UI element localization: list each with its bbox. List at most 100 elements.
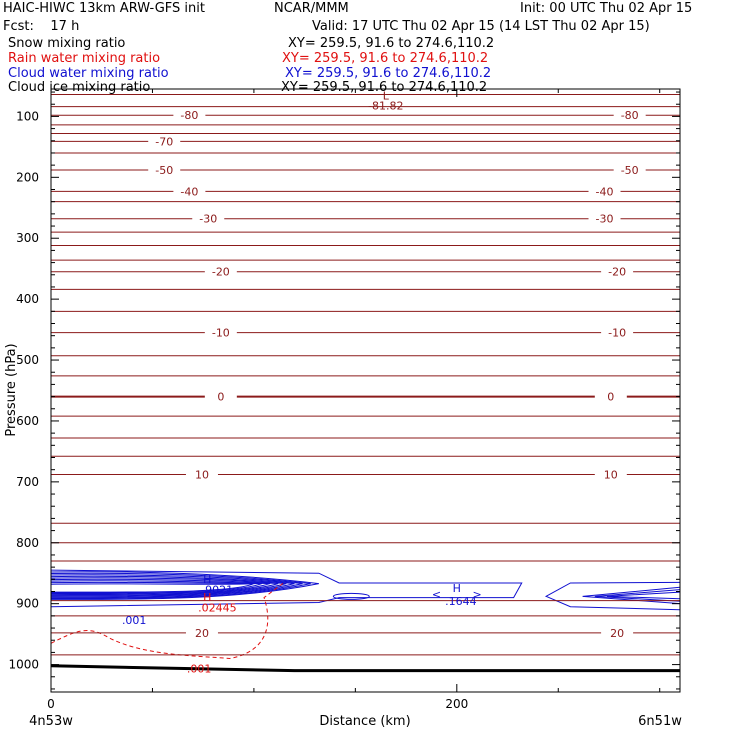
contour-annotation: L (383, 89, 390, 102)
cloud-water-contour (50, 577, 287, 597)
isotherm-layer: -80 -80 -70 -50 -50 -40 -40 -30 -30 -20 -20 -10 -10 0… (51, 93, 680, 656)
cloud-water-contour (50, 569, 523, 608)
isotherm-label-gap (192, 212, 225, 225)
isotherm-label-gap (601, 326, 634, 339)
y-tick-label: 1000 (8, 658, 39, 672)
legend-cloud-ice-xy: XY= 259.5, 91.6 to 274.6,110.2 (281, 80, 488, 95)
isotherm-label-gap (613, 109, 646, 122)
isotherm-label: 10 (604, 469, 618, 482)
valid-time: Valid: 17 UTC Thu 02 Apr 15 (14 LST Thu … (312, 19, 650, 34)
isotherm-label-gap (173, 109, 206, 122)
contour-annotation: H (453, 582, 461, 595)
isotherm-label: -10 (608, 327, 626, 340)
isotherm-label: -20 (608, 266, 626, 279)
legend-cloud-water-xy: XY= 259.5, 91.6 to 274.6,110.2 (285, 66, 492, 81)
isotherm-label-gap (601, 626, 634, 639)
cloud-water-contour (50, 575, 295, 598)
y-tick-label: 900 (16, 597, 39, 611)
isotherm-label: -70 (155, 135, 173, 148)
isotherm-label-gap (185, 468, 218, 481)
isotherm-label: 10 (195, 469, 209, 482)
cloud-water-contour (544, 581, 681, 611)
contour-annotation: .001 (187, 663, 212, 676)
legend-cloud-water-label: Cloud water mixing ratio (8, 66, 169, 81)
legend-snow-label: Snow mixing ratio (8, 36, 126, 51)
plot-frame (50, 88, 681, 693)
isotherm-label: 0 (217, 391, 224, 404)
cloud-water-contour (582, 586, 681, 605)
contour-layer (50, 569, 681, 673)
isotherm-label: -30 (596, 213, 614, 226)
isotherm-label-gap (594, 468, 627, 481)
legend-snow-xy: XY= 259.5, 91.6 to 274.6,110.2 (288, 36, 495, 51)
model-title: HAIC-HIWC 13km ARW-GFS init (3, 1, 205, 16)
isotherm-label: -50 (621, 164, 639, 177)
org-label: NCAR/MMM (274, 1, 349, 16)
cloud-water-contour (594, 589, 681, 602)
forecast-hour: Fcst: 17 h (3, 19, 80, 34)
isotherm-label: -50 (155, 164, 173, 177)
cloud-water-contour (50, 571, 319, 600)
legend-cloud-ice-label: Cloud ice mixing ratio (8, 80, 151, 95)
isotherm-label: -40 (180, 185, 198, 198)
isotherm-label: 20 (610, 627, 624, 640)
contour-annotation: < (432, 588, 441, 601)
legend-rain-label: Rain water mixing ratio (8, 51, 161, 66)
cloud-water-contour (50, 581, 263, 594)
contour-annotation: -81.82 (368, 100, 403, 113)
isotherm-label-gap (613, 164, 646, 177)
y-tick-label: 600 (16, 414, 39, 428)
isotherm-label-gap (588, 185, 621, 198)
contour-annotation: > (472, 588, 481, 601)
isotherm-label-gap (601, 265, 634, 278)
isotherm-label: -80 (621, 109, 639, 122)
y-tick-label: 300 (16, 231, 39, 245)
isotherm-label: -20 (212, 266, 230, 279)
isotherm-label-gap (173, 185, 206, 198)
contour-annotation: H (203, 573, 211, 586)
y-axis-label: Pressure (hPa) (4, 343, 19, 436)
x-tick-label: 0 (47, 697, 55, 711)
isotherm-label: -30 (199, 213, 217, 226)
cloud-water-contour (50, 583, 255, 593)
isotherm-label: 20 (195, 627, 209, 640)
contour-annotation: .1644 (445, 595, 477, 608)
cloud-water-contour (50, 578, 279, 596)
isotherm-label-gap (588, 212, 621, 225)
cloud-water-contour (50, 572, 311, 600)
init-time: Init: 00 UTC Thu 02 Apr 15 (520, 1, 693, 16)
terrain-line (50, 664, 680, 673)
y-tick-label: 200 (16, 170, 39, 184)
isotherm-label-gap (185, 626, 218, 639)
y-tick-label: 400 (16, 292, 39, 306)
contour-annotation: .001 (122, 614, 147, 627)
isotherm-label-gap (204, 390, 237, 403)
x-tick-label: 200 (445, 697, 468, 711)
contour-annotation: .02445 (198, 602, 237, 615)
contour-annotation: H (203, 591, 211, 604)
y-tick-label: 500 (16, 353, 39, 367)
isotherm-label: -10 (212, 327, 230, 340)
y-tick-label: 100 (16, 109, 39, 123)
isotherm-label-gap (204, 265, 237, 278)
isotherm-label-gap (594, 390, 627, 403)
cloud-water-contour (50, 574, 303, 599)
isotherm-label-gap (204, 326, 237, 339)
x-left-label: 4n53w (29, 714, 73, 729)
isotherm-label-gap (148, 164, 181, 177)
isotherm-label: -80 (180, 109, 198, 122)
cloud-water-contour (606, 591, 681, 600)
legend-rain-xy: XY= 259.5, 91.6 to 274.6,110.2 (282, 51, 489, 66)
y-tick-label: 700 (16, 475, 39, 489)
cloud-water-contour (332, 592, 370, 600)
isotherm-label: 0 (607, 391, 614, 404)
y-tick-label: 800 (16, 536, 39, 550)
x-right-label: 6n51w (638, 714, 682, 729)
isotherm-label: -40 (596, 185, 614, 198)
isotherm-label-gap (148, 135, 181, 148)
x-axis-label: Distance (km) (319, 714, 410, 729)
contour-annotation: .9021 (202, 583, 234, 596)
